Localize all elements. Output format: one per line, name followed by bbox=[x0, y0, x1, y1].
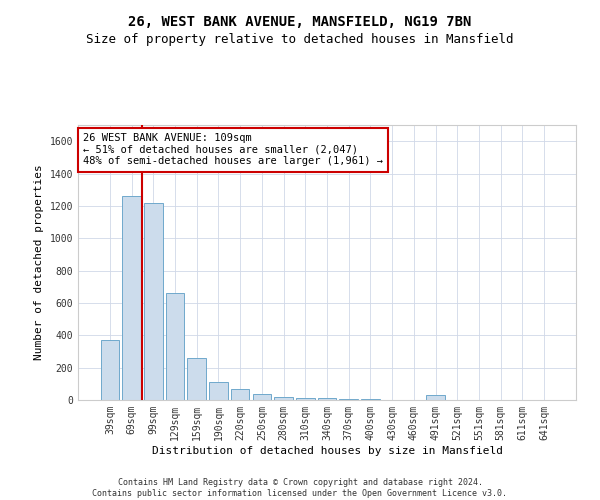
Bar bbox=[187, 358, 206, 400]
Bar bbox=[427, 395, 445, 400]
Bar bbox=[340, 398, 358, 400]
Bar bbox=[209, 382, 227, 400]
Bar bbox=[231, 390, 250, 400]
Bar bbox=[274, 397, 293, 400]
Bar bbox=[144, 202, 163, 400]
Bar bbox=[166, 293, 184, 400]
Text: 26 WEST BANK AVENUE: 109sqm
← 51% of detached houses are smaller (2,047)
48% of : 26 WEST BANK AVENUE: 109sqm ← 51% of det… bbox=[83, 133, 383, 166]
Bar bbox=[361, 399, 380, 400]
Bar bbox=[122, 196, 141, 400]
Text: Contains HM Land Registry data © Crown copyright and database right 2024.
Contai: Contains HM Land Registry data © Crown c… bbox=[92, 478, 508, 498]
Text: 26, WEST BANK AVENUE, MANSFIELD, NG19 7BN: 26, WEST BANK AVENUE, MANSFIELD, NG19 7B… bbox=[128, 15, 472, 29]
Bar bbox=[318, 398, 336, 400]
X-axis label: Distribution of detached houses by size in Mansfield: Distribution of detached houses by size … bbox=[151, 446, 503, 456]
Y-axis label: Number of detached properties: Number of detached properties bbox=[34, 164, 44, 360]
Text: Size of property relative to detached houses in Mansfield: Size of property relative to detached ho… bbox=[86, 32, 514, 46]
Bar bbox=[296, 398, 314, 400]
Bar bbox=[101, 340, 119, 400]
Bar bbox=[253, 394, 271, 400]
